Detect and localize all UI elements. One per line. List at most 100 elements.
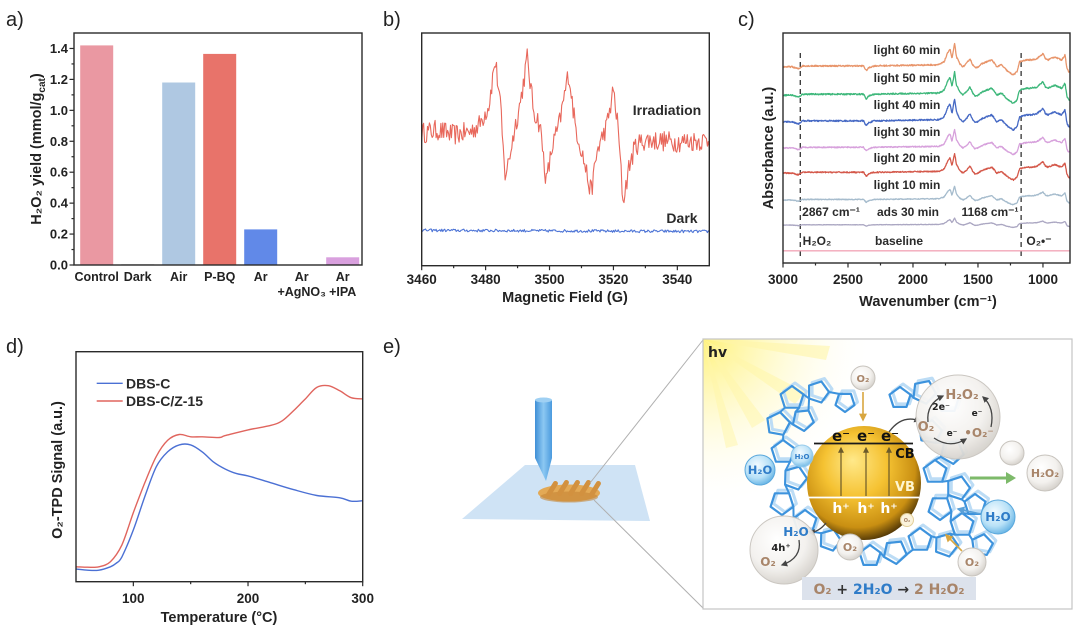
cof-ring-shadow [810, 377, 834, 401]
y-axis-title-a: H₂O₂ yield (mmol/gcat) [29, 73, 48, 225]
plot-frame-d [75, 351, 364, 583]
cb-label: CB [895, 447, 914, 462]
tpd-curve-dbs-c-z-15 [75, 384, 363, 569]
printed-filament [546, 480, 558, 498]
x-axis-title-b: Magnetic Field (G) [502, 290, 628, 306]
h2o-label: H₂O [748, 463, 773, 477]
spectrum-light-20-min [782, 152, 1071, 182]
o2-label: O₂ [857, 374, 870, 385]
x-category-label: +IPA [329, 285, 356, 299]
panel-e-schematic: e) hv [383, 336, 1073, 610]
y-axis-title-c: Absorbance (a.u.) [761, 87, 777, 210]
oxygen-reduction-bubble: H₂O₂ 2e⁻ O₂ e⁻ e⁻ •O₂⁻ [915, 374, 1001, 460]
h2o-bubble-small: H₂O [790, 444, 814, 468]
bar-ar-ipa [326, 257, 360, 265]
spectrum-light-30-min [782, 128, 1071, 156]
x-category-label: Ar [336, 270, 350, 284]
o2-bubble-small: O₂ [900, 513, 914, 527]
product-release-arrow [970, 472, 1016, 484]
cof-ring [934, 532, 960, 558]
spectrum-label: light 30 min [874, 125, 941, 139]
printed-filament [589, 480, 601, 498]
panel-label-a: a) [6, 9, 24, 31]
spectrum-label: light 10 min [874, 178, 941, 192]
equation-reactant-o2: O₂ [813, 582, 831, 598]
printed-filament [557, 479, 569, 497]
o2-bubble: O₂ [850, 365, 876, 391]
x-category-label: Control [74, 270, 118, 284]
plot-area-d: DBS-C DBS-C/Z-15 100 200 300 [75, 351, 374, 606]
semiconductor-sphere [807, 426, 921, 540]
sun-ray [703, 339, 765, 428]
equation-box [802, 577, 976, 600]
h2o-label: H₂O [795, 453, 810, 461]
cof-ring-shadow [973, 529, 998, 554]
h2o-label: H₂O [985, 510, 1011, 524]
cof-ring-shadow [768, 407, 795, 434]
reference-species-label: H₂O₂ [803, 234, 832, 248]
y-tick-label: 0.6 [50, 165, 68, 180]
cof-ring [947, 475, 972, 501]
sun-ray [703, 339, 830, 360]
two-electron-arrow [927, 395, 945, 423]
equation-reactant-h2o: 2H₂O [853, 582, 893, 598]
y-tick-label: 0.0 [50, 258, 68, 273]
bubble-shape [900, 513, 914, 527]
y-axis-title-subscript: cat [37, 77, 48, 92]
cof-ring [769, 492, 795, 517]
x-tick-label: 200 [237, 591, 260, 606]
cof-ring [807, 380, 831, 404]
o2-bubble: O₂ [957, 547, 987, 577]
series-annotation-irradiation: Irradiation [633, 102, 701, 118]
panel-b-epr-spectrum: b) Irradiation Dark 3460 3480 3500 3520 3540 M… [383, 9, 711, 306]
electron-label: e⁻ [972, 409, 983, 419]
panel-label-c: c) [738, 9, 755, 31]
y-tick-label: 1.2 [50, 72, 68, 87]
equation-plus: + [832, 582, 853, 598]
bubble-shape [980, 499, 1016, 535]
empty-bubble [999, 440, 1025, 466]
x-tick-label: 300 [351, 591, 374, 606]
cof-linker [784, 484, 791, 494]
y-axis-title-end: ) [29, 73, 45, 78]
bar-control [80, 45, 114, 266]
cof-linker [807, 398, 811, 411]
superoxide-to-h2o2-arrow [982, 396, 993, 428]
o2-label: O₂ [904, 518, 910, 524]
cof-linker [949, 511, 953, 522]
cof-ring [766, 411, 792, 436]
spectrum-label: light 50 min [874, 71, 941, 85]
tpd-curve-dbs-c [75, 443, 363, 572]
bubble-shape [744, 454, 776, 486]
cof-ring [963, 492, 987, 516]
printed-filament-structure [538, 479, 601, 503]
cof-ring-shadow [772, 488, 798, 514]
cof-ring-shadow [794, 406, 819, 430]
o2-bubble: O₂ [836, 533, 864, 561]
panel-label-e: e) [383, 336, 401, 358]
y-tick-label: 1.0 [50, 103, 68, 118]
reference-wavenumber-label: 1168 cm⁻¹ [961, 205, 1018, 219]
cof-ring-shadow [930, 493, 956, 519]
spectrum-ads-30-min [782, 217, 1071, 229]
cof-ring [888, 385, 912, 408]
nozzle-tip [535, 458, 552, 481]
printed-filament [579, 479, 591, 497]
x-tick-label: 100 [122, 591, 145, 606]
spectrum-light-60-min [782, 42, 1071, 76]
legend-label-dbs-c-z-15: DBS-C/Z-15 [126, 393, 203, 409]
o2-adsorption-arrow [944, 533, 963, 552]
panel-label-b: b) [383, 9, 401, 31]
printed-filament [568, 479, 580, 497]
cof-linker [828, 391, 840, 395]
bar-ar [244, 229, 278, 265]
cof-ring [791, 409, 815, 432]
legend-label-dbs-c: DBS-C [126, 375, 170, 391]
h2o-bubble: H₂O [744, 454, 776, 486]
h2o2-label: H₂O₂ [1031, 467, 1059, 480]
equation-arrow: → [893, 582, 914, 598]
semiconductor-particle: e⁻ e⁻ e⁻ CB VB h⁺ h⁺ h⁺ [807, 426, 921, 540]
x-tick-label: 1500 [963, 272, 993, 287]
hole-label: h⁺ [832, 501, 849, 517]
